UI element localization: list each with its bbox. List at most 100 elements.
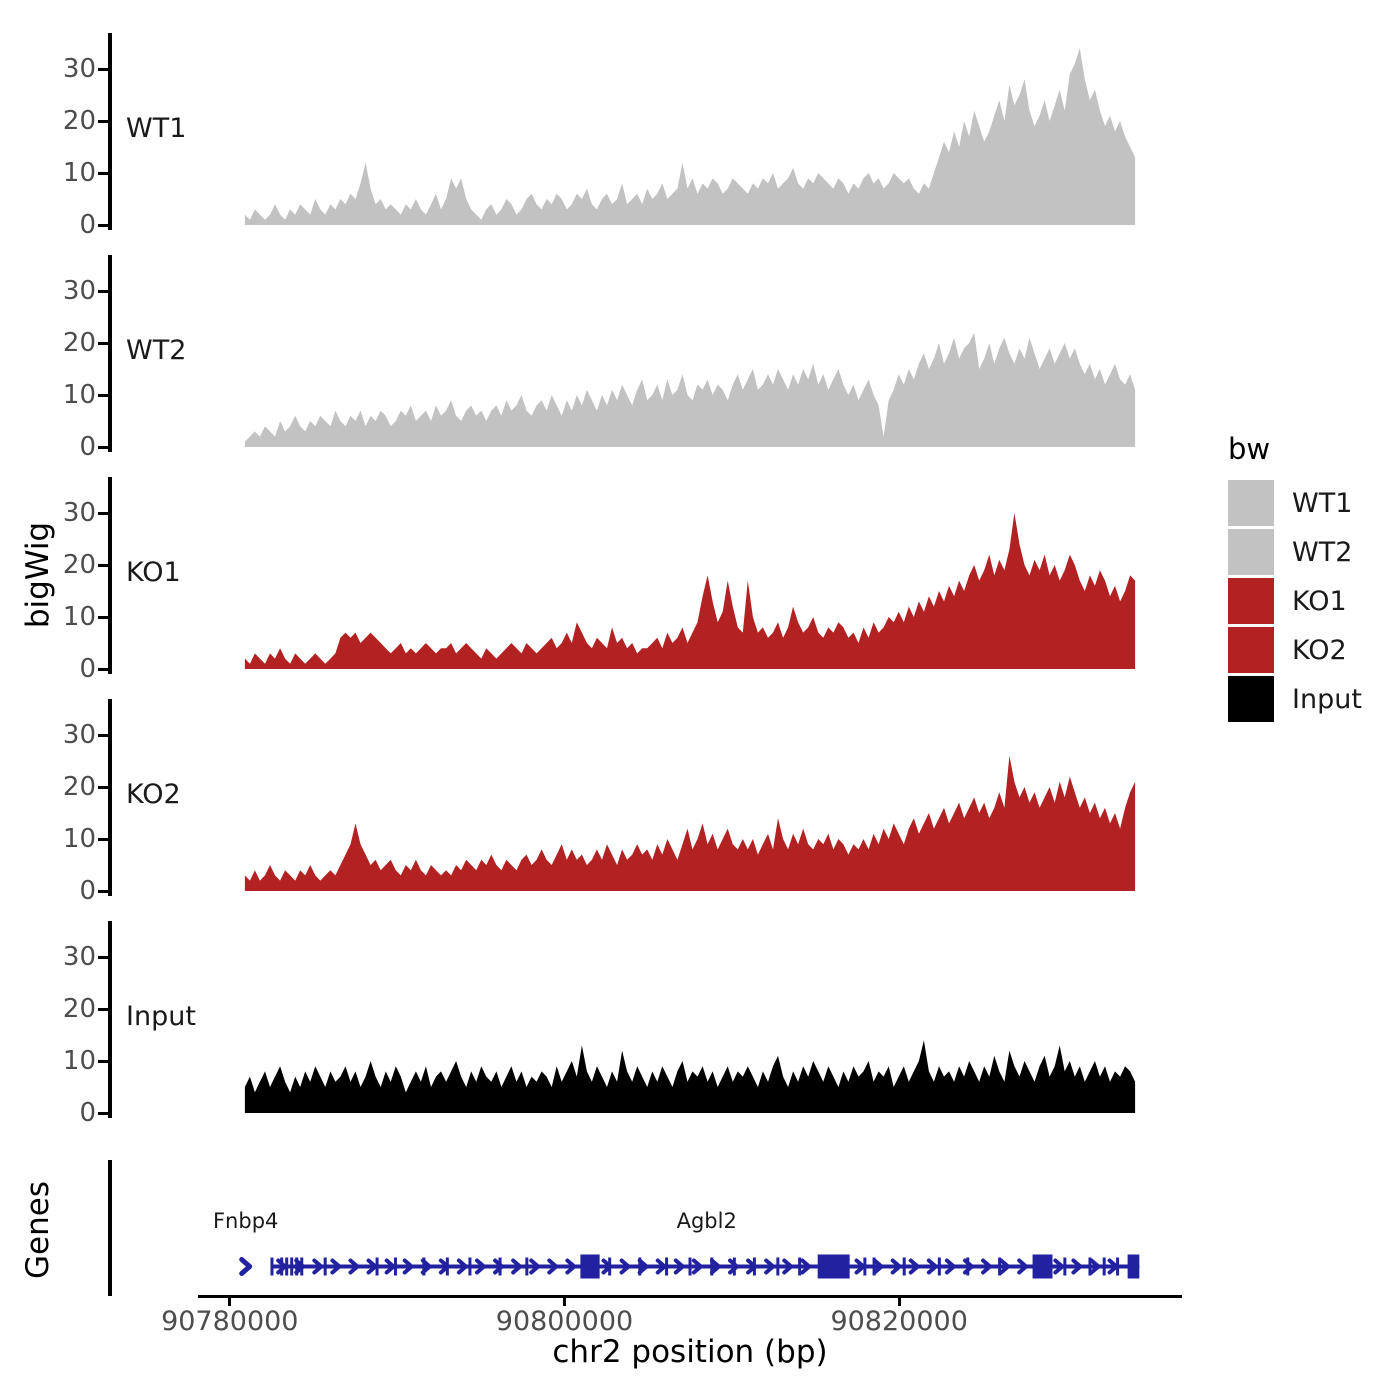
strand-arrow-icon — [493, 1258, 505, 1275]
track-label-wt2: WT2 — [126, 335, 187, 366]
legend-label: KO1 — [1292, 585, 1347, 617]
exon-tick — [270, 1257, 274, 1276]
x-tick — [897, 1298, 901, 1306]
y-tick-label: 20 — [62, 550, 96, 580]
strand-arrow-icon — [402, 1258, 414, 1275]
y-tick — [98, 564, 109, 567]
legend-swatch — [1228, 676, 1274, 722]
exon-tick — [798, 1257, 802, 1276]
strand-arrow-icon — [691, 1258, 703, 1275]
strand-arrow-icon — [366, 1258, 378, 1275]
strand-arrow-icon — [384, 1258, 396, 1275]
y-tick — [98, 290, 109, 293]
track-panel-wt2: 0 10 20 30 WT2 — [0, 255, 1400, 462]
gene-label-agbl2: Agbl2 — [677, 1209, 737, 1233]
strand-arrow-icon — [908, 1258, 920, 1275]
exon-box — [580, 1254, 600, 1279]
exon-tick — [638, 1257, 642, 1276]
track-label-input: Input — [126, 1001, 196, 1032]
strand-arrow-icon — [330, 1258, 342, 1275]
strand-arrow-icon — [547, 1258, 559, 1275]
y-tick — [98, 786, 109, 789]
x-axis-title: chr2 position (bp) — [552, 1334, 828, 1370]
y-tick — [98, 342, 109, 345]
legend-items: WT1 WT2 KO1 KO2 Input — [1228, 480, 1362, 722]
coverage-area-wt2 — [244, 332, 1136, 447]
y-tick-label: 10 — [62, 380, 96, 410]
legend-item-wt2: WT2 — [1228, 529, 1362, 575]
exon-tick — [445, 1257, 449, 1276]
y-tick — [98, 734, 109, 737]
y-tick — [98, 224, 109, 227]
legend-item-input: Input — [1228, 676, 1362, 722]
exon-tick — [525, 1257, 529, 1276]
strand-arrow-icon — [565, 1258, 577, 1275]
y-tick — [98, 1112, 109, 1115]
y-tick-label: 20 — [62, 994, 96, 1024]
track-label-ko2: KO2 — [126, 779, 181, 810]
exon-tick — [966, 1257, 970, 1276]
strand-arrow-icon — [926, 1258, 938, 1275]
exon-box — [817, 1254, 850, 1279]
y-tick — [98, 512, 109, 515]
strand-arrow-icon — [728, 1258, 740, 1275]
strand-arrow-icon — [655, 1258, 667, 1275]
y-tick — [98, 890, 109, 893]
gene-label-fnbp4: Fnbp4 — [213, 1209, 278, 1233]
x-tick-label: 90800000 — [495, 1306, 634, 1337]
exon-tick — [1063, 1257, 1067, 1276]
x-tick — [228, 1298, 232, 1306]
legend-swatch — [1228, 529, 1274, 575]
strand-arrow-icon — [764, 1258, 776, 1275]
legend-item-wt1: WT1 — [1228, 480, 1362, 526]
y-tick-label: 0 — [79, 1098, 96, 1128]
y-tick — [98, 394, 109, 397]
exon-tick — [295, 1257, 299, 1276]
legend-title: bw — [1228, 432, 1271, 466]
coverage-area-ko1 — [244, 513, 1136, 669]
exon-tick — [300, 1257, 304, 1276]
strand-arrow-icon — [474, 1258, 486, 1275]
exon-tick — [863, 1257, 867, 1276]
strand-arrow-icon — [944, 1258, 956, 1275]
y-tick-label: 10 — [62, 602, 96, 632]
track-panel-wt1: 0 10 20 30 WT1 — [0, 33, 1400, 240]
strand-arrow-icon — [637, 1258, 649, 1275]
track-panel-input: 0 10 20 30 Input — [0, 921, 1400, 1128]
exon-tick — [498, 1257, 502, 1276]
strand-arrow-icon — [981, 1258, 993, 1275]
x-axis-line — [198, 1295, 1182, 1298]
exon-tick — [1102, 1257, 1106, 1276]
exon-tick — [323, 1257, 327, 1276]
strand-arrow-icon — [872, 1258, 884, 1275]
y-axis-line — [108, 33, 112, 230]
legend-swatch — [1228, 627, 1274, 673]
strand-arrow-icon — [348, 1258, 360, 1275]
exon-tick — [937, 1257, 941, 1276]
legend-item-ko1: KO1 — [1228, 578, 1362, 624]
y-axis-line — [108, 255, 112, 452]
y-tick-label: 0 — [79, 654, 96, 684]
exon-tick — [902, 1257, 906, 1276]
y-axis-line — [108, 477, 112, 674]
y-axis-line — [108, 699, 112, 896]
track-panel-ko2: 0 10 20 30 KO2 — [0, 699, 1400, 906]
strand-arrow-icon — [619, 1258, 631, 1275]
exon-tick — [280, 1257, 284, 1276]
y-tick-label: 30 — [62, 498, 96, 528]
exon-tick — [422, 1257, 426, 1276]
y-tick — [98, 446, 109, 449]
exon-tick — [665, 1257, 669, 1276]
y-tick-label: 30 — [62, 54, 96, 84]
exon-tick — [285, 1257, 289, 1276]
track-panel-ko1: 0 10 20 30 KO1 — [0, 477, 1400, 684]
y-tick — [98, 172, 109, 175]
exon-tick — [688, 1257, 692, 1276]
strand-arrow-icon — [999, 1258, 1011, 1275]
y-tick — [98, 1060, 109, 1063]
y-tick — [98, 668, 109, 671]
y-tick-label: 0 — [79, 432, 96, 462]
strand-arrow-icon — [456, 1258, 468, 1275]
strand-arrow-icon — [782, 1258, 794, 1275]
